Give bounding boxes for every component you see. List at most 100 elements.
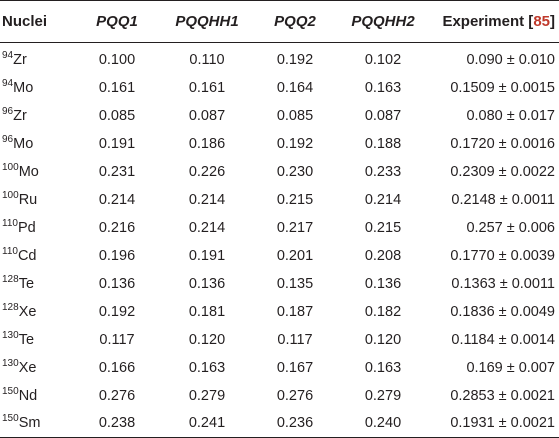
pqqhh2-value: 0.120 [364,331,402,348]
pqqhh1-value: 0.136 [188,275,226,292]
experiment-error: 0.006 [518,219,555,236]
pqq2-value: 0.215 [276,191,314,208]
experiment-error: 0.0049 [510,303,555,320]
pqq2-value: 0.117 [277,331,313,348]
pqq1-value: 0.161 [98,79,136,96]
pqq2-value: 0.167 [276,359,314,376]
nucleus-cell: 94Zr [0,46,75,74]
element-symbol: Te [18,275,35,292]
header-row: Nuclei PQQ1 PQQHH1 PQQ2 PQQHH2 Experimen… [0,0,559,43]
experiment-value: 0.1184 ±0.0014 [431,326,559,354]
nucleus-cell: 100Ru [0,186,75,214]
pqqhh2-value: 0.240 [335,409,431,438]
pqqhh2-value: 0.182 [364,303,402,320]
element-symbol: Nd [18,387,38,404]
experiment-error: 0.0014 [510,331,555,348]
pqqhh2-value: 0.188 [364,135,402,152]
pqqhh1-value: 0.214 [188,191,226,208]
pqq1-value: 0.100 [98,51,136,68]
mass-number: 110 [2,245,18,257]
experiment-value: 0.1836 ±0.0049 [431,298,559,326]
header-pqq2: PQQ2 [255,0,335,43]
reference-link[interactable]: 85 [533,13,550,30]
plus-minus-sign: ± [498,331,507,348]
pqq2-value: 0.230 [276,163,314,180]
pqqhh1-value: 0.110 [189,51,225,68]
experiment-error: 0.007 [518,359,555,376]
pqqhh2-value: 0.163 [364,79,402,96]
experiment-value: 0.1509 ±0.0015 [431,74,559,102]
element-symbol: Mo [13,135,34,152]
nucleus-cell: 96Mo [0,130,75,158]
experiment-value: 0.169 ±0.007 [431,354,559,382]
mass-number: 150 [2,385,19,397]
experiment-value: 0.1363 ±0.0011 [431,270,559,298]
plus-minus-sign: ± [498,135,507,152]
mass-number: 94 [2,77,14,89]
pqqhh2-value: 0.233 [364,163,402,180]
mass-number: 100 [2,161,19,173]
mass-number: 130 [2,357,19,369]
table-row: 100Ru 0.214 0.214 0.215 0.214 0.2148 ±0.0011 [0,186,559,214]
pqq2-value: 0.192 [276,135,314,152]
header-nuclei: Nuclei [0,0,75,43]
experiment-error: 0.0011 [511,275,555,292]
plus-minus-sign: ± [499,191,508,208]
pqq1-value: 0.216 [98,219,136,236]
pqq2-value: 0.201 [276,247,314,264]
mass-number: 94 [2,49,14,61]
element-symbol: Zr [13,51,27,68]
pqqhh1-value: 0.214 [188,219,226,236]
plus-minus-sign: ± [498,415,507,432]
pqqhh2-value: 0.102 [364,51,402,68]
table-row: 150Sm 0.238 0.241 0.236 0.240 0.1931 ±0.0021 [0,409,559,438]
experiment-error: 0.0011 [511,191,555,208]
plus-minus-sign: ± [498,163,507,180]
mass-number: 150 [2,413,19,425]
experiment-mean: 0.2853 [450,387,495,404]
nucleus-cell: 94Mo [0,74,75,102]
pqq1-value: 0.214 [98,191,136,208]
pqqhh1-value: 0.120 [188,331,226,348]
pqq2-value: 0.192 [276,51,314,68]
experiment-mean: 0.1720 [450,135,495,152]
nucleus-cell: 100Mo [0,158,75,186]
experiment-value: 0.257 ±0.006 [431,214,559,242]
element-symbol: Pd [17,219,36,236]
element-symbol: Xe [18,303,37,320]
table-row: 94Zr 0.100 0.110 0.192 0.102 0.090 ±0.010 [0,46,559,74]
experiment-value: 0.1720 ±0.0016 [431,130,559,158]
experiment-error: 0.0015 [510,79,555,96]
pqqhh2-value: 0.087 [364,107,402,124]
pqqhh1-value: 0.191 [188,247,226,264]
experiment-error: 0.017 [518,107,555,124]
experiment-value: 0.2148 ±0.0011 [431,186,559,214]
experiment-mean: 0.257 [466,219,503,236]
plus-minus-sign: ± [498,79,507,96]
plus-minus-sign: ± [498,387,507,404]
experiment-error: 0.0021 [510,387,555,404]
table-row: 94Mo 0.161 0.161 0.164 0.163 0.1509 ±0.0015 [0,74,559,102]
pqqhh1-value: 0.087 [188,107,226,124]
pqqhh2-value: 0.208 [364,247,402,264]
table-row: 130Xe 0.166 0.163 0.167 0.163 0.169 ±0.007 [0,354,559,382]
table-row: 100Mo 0.231 0.226 0.230 0.233 0.2309 ±0.0022 [0,158,559,186]
plus-minus-sign: ± [498,303,507,320]
element-symbol: Cd [17,247,37,264]
pqqhh2-value: 0.136 [364,275,402,292]
experiment-mean: 0.090 [466,51,503,68]
experiment-error: 0.010 [518,51,555,68]
pqq2-value: 0.187 [276,303,314,320]
plus-minus-sign: ± [506,107,515,124]
mass-number: 96 [2,105,14,117]
pqq2-value: 0.276 [276,387,314,404]
element-symbol: Zr [13,107,27,124]
table-row: 150Nd 0.276 0.279 0.276 0.279 0.2853 ±0.0021 [0,382,559,410]
pqq2-value: 0.217 [276,219,314,236]
nucleus-cell: 130Te [0,326,75,354]
experiment-error: 0.0021 [510,415,555,432]
pqqhh1-value: 0.186 [188,135,226,152]
experiment-mean: 0.1931 [450,415,495,432]
experiment-value: 0.2853 ±0.0021 [431,382,559,410]
table-row: 128Te 0.136 0.136 0.135 0.136 0.1363 ±0.0011 [0,270,559,298]
